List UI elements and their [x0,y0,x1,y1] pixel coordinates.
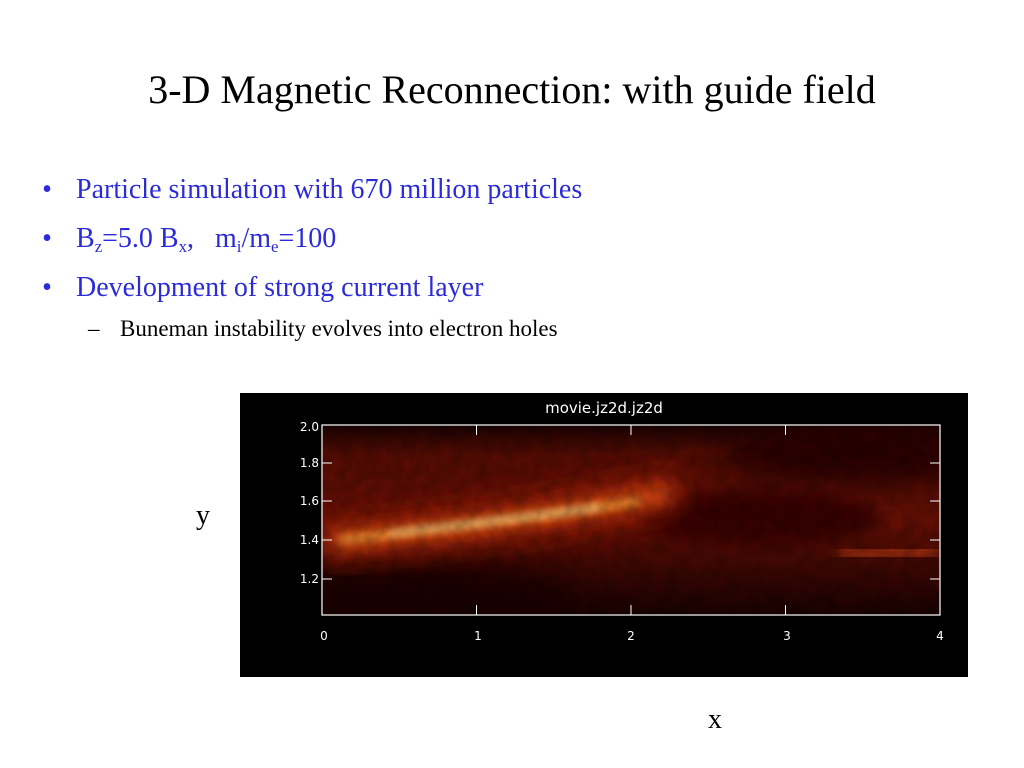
subscript-z: z [94,237,103,257]
simulation-plot-svg: movie.jz2d.jz2d [300,399,944,643]
dash-glyph: – [88,316,100,341]
bullet-glyph: • [42,272,52,303]
x-tick-label: 3 [783,629,791,643]
subscript-x: x [178,237,187,257]
x-tick-label: 0 [320,629,328,643]
y-tick-label: 1.4 [300,533,319,547]
bullet-text-ratio: =100 [278,223,337,254]
current-density-map [322,425,940,615]
sub-bullet-buneman: – Buneman instability evolves into elect… [32,313,992,347]
y-tick-label: 1.6 [300,494,319,508]
x-tick-marks [321,425,941,615]
bullet-text-bz: B [76,223,95,254]
plot-title: movie.jz2d.jz2d [545,399,663,417]
bullet-text: Development of strong current layer [76,272,484,303]
y-tick-label: 2.0 [300,420,319,434]
x-tick-label: 4 [936,629,944,643]
bullet-text-slash: /m [241,223,272,254]
bullet-field-ratio: • Bz=5.0 Bx, mi/me=100 [32,219,992,268]
subscript-i: i [236,237,242,257]
bullet-glyph: • [42,223,52,254]
x-tick-label: 2 [627,629,635,643]
bullet-current-layer: • Development of strong current layer [32,268,992,317]
bullet-text: Particle simulation with 670 million par… [76,174,583,205]
slide-title: 3-D Magnetic Reconnection: with guide fi… [148,67,876,112]
bullet-list: • Particle simulation with 670 million p… [32,170,992,347]
bullet-particle-simulation: • Particle simulation with 670 million p… [32,170,992,219]
bullet-glyph: • [42,174,52,205]
simulation-plot: movie.jz2d.jz2d [240,393,968,677]
subscript-e: e [271,237,279,257]
y-tick-marks [322,424,940,580]
sub-bullet-text: Buneman instability evolves into electro… [120,316,558,341]
y-tick-label: 1.2 [300,572,319,586]
x-tick-label: 1 [474,629,482,643]
y-axis-label: y [196,500,210,531]
bullet-text-mass: , m [187,223,237,254]
x-axis-label: x [708,704,722,735]
y-tick-label: 1.8 [300,456,319,470]
bullet-text-value: =5.0 B [102,223,179,254]
